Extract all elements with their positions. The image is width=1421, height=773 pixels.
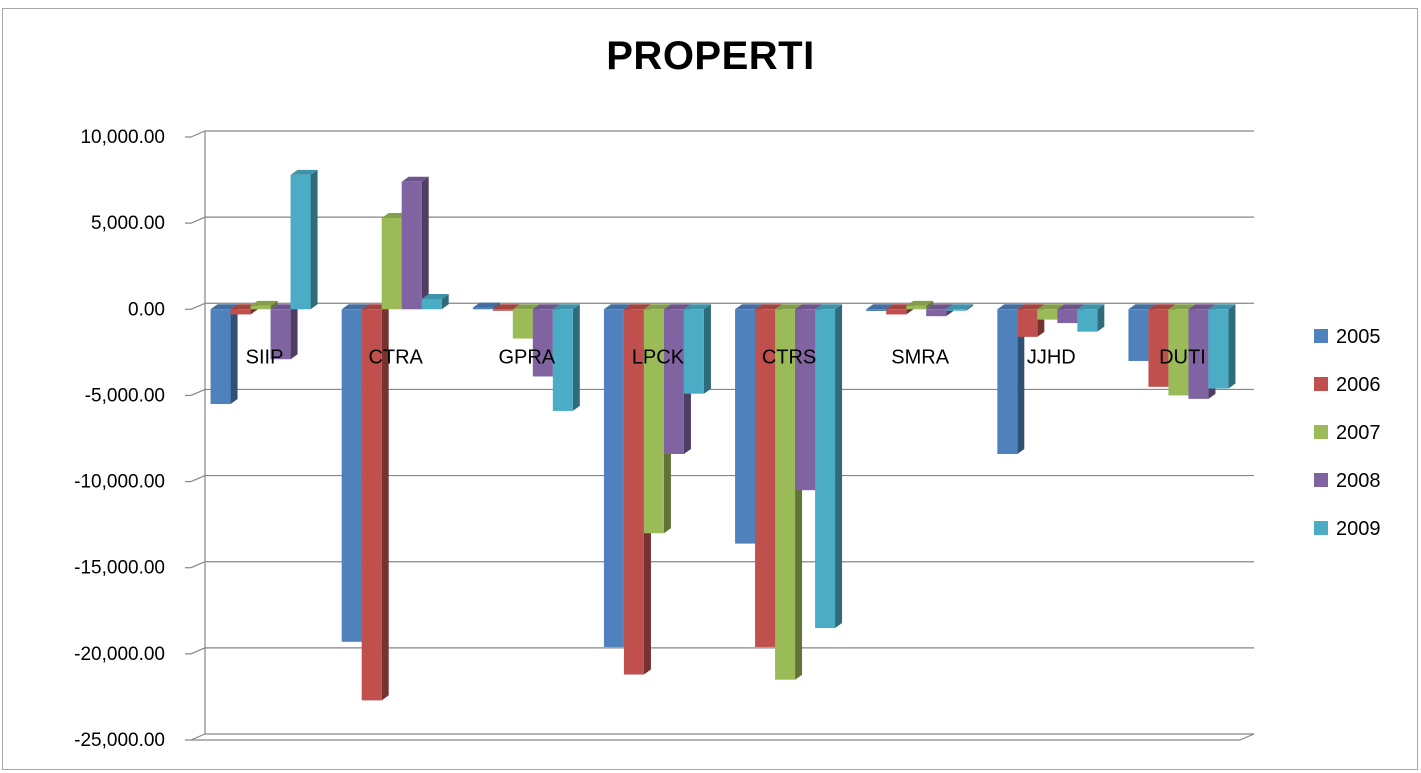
y-tick-label: -15,000.00: [74, 558, 165, 579]
bar-2009-JJHD: [1077, 304, 1105, 332]
legend-label-2005: 2005: [1336, 326, 1381, 348]
legend-swatch-2007: [1314, 425, 1328, 439]
legend-swatch-2008: [1314, 473, 1328, 487]
bar-2009-SIIP: [290, 169, 318, 310]
bar-2009-CTRA: [421, 293, 449, 310]
x-category-label: CTRA: [368, 346, 423, 368]
y-tick-label: -25,000.00: [74, 730, 165, 751]
y-tick-label: -10,000.00: [74, 472, 165, 493]
x-category-label: SMRA: [891, 346, 949, 368]
legend-label-2008: 2008: [1336, 470, 1381, 492]
bar-2009-DUTI: [1208, 304, 1236, 389]
x-category-label: JJHD: [1027, 346, 1076, 368]
bar-2007-SIIP: [250, 300, 278, 310]
x-category-label: LPCK: [632, 346, 685, 368]
bar-2009-SMRA: [946, 304, 974, 311]
bar-2008-SIIP: [270, 304, 298, 360]
bar-2009-LPCK: [683, 304, 711, 394]
bar-2005-GPRA: [472, 302, 500, 310]
legend-label-2007: 2007: [1336, 422, 1381, 444]
bar-2005-SIIP: [210, 304, 238, 405]
y-tick-label: -20,000.00: [74, 644, 165, 665]
legend-label-2009: 2009: [1336, 518, 1381, 540]
y-tick-label: 0.00: [128, 299, 165, 320]
bar-2007-SMRA: [906, 300, 934, 310]
legend-label-2006: 2006: [1336, 374, 1381, 396]
chart-title: PROPERTI: [606, 34, 815, 78]
x-category-label: GPRA: [498, 346, 555, 368]
legend-swatch-2009: [1314, 521, 1328, 535]
x-category-label: CTRS: [762, 346, 816, 368]
bar-2006-CTRA: [361, 304, 389, 701]
y-tick-label: 5,000.00: [91, 213, 165, 234]
legend-swatch-2005: [1314, 329, 1328, 343]
bar-2009-CTRS: [815, 304, 843, 629]
bar-2009-GPRA: [552, 304, 580, 411]
x-category-label: SIIP: [246, 346, 284, 368]
bar-2008-CTRA: [401, 176, 429, 310]
x-category-label: DUTI: [1159, 346, 1206, 368]
legend-swatch-2006: [1314, 377, 1328, 391]
y-tick-label: -5,000.00: [85, 385, 165, 406]
bar-2005-JJHD: [997, 304, 1025, 455]
y-tick-label: 10,000.00: [80, 127, 165, 148]
